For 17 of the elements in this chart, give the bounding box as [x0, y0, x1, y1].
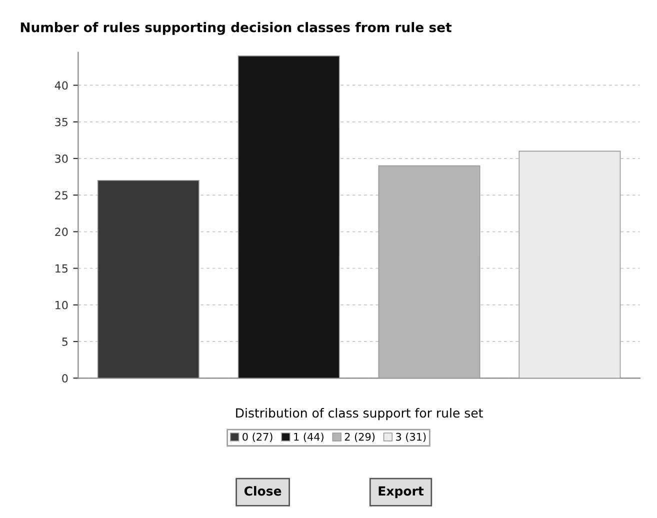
- text: Close: [244, 486, 282, 496]
- y-tick-label: 15: [56, 264, 68, 273]
- legend-label: 0 (27): [242, 432, 272, 442]
- legend-label: 3 (31): [396, 432, 426, 442]
- text: Export: [378, 486, 424, 498]
- y-tick-label: 40: [54, 81, 68, 90]
- x-axis-title: Distribution of class support for rule set: [236, 408, 483, 420]
- y-tick-label: 30: [55, 154, 68, 163]
- legend-label: 2 (29): [344, 432, 375, 442]
- legend-label: 1 (44): [294, 432, 324, 442]
- y-tick-label: 20: [55, 228, 68, 236]
- y-tick-label: 35: [55, 118, 68, 126]
- y-tick-label: 5: [62, 338, 68, 346]
- chart-title: Number of rules supporting decision classes from rule set: [20, 22, 452, 35]
- y-tick-label: 10: [56, 300, 68, 310]
- y-tick-label: 0: [62, 374, 68, 383]
- y-tick-label: 25: [55, 191, 68, 200]
